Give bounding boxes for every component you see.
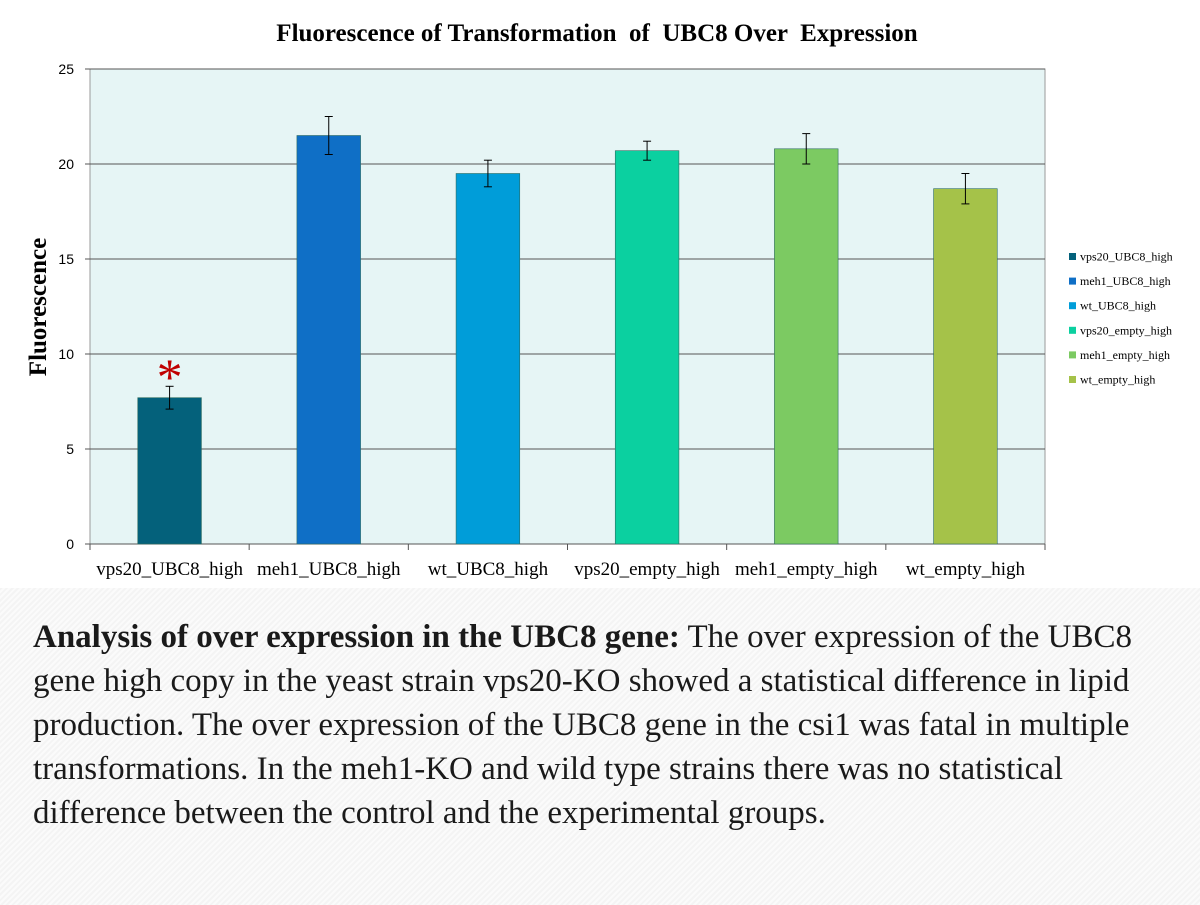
chart-title: Fluorescence of Transformation of UBC8 O…	[276, 20, 917, 47]
bar	[933, 188, 998, 545]
legend-label: wt_empty_high	[1080, 373, 1155, 387]
plot-area	[89, 68, 1046, 545]
x-tick-label: meh1_empty_high	[735, 559, 878, 580]
y-tick-label: 5	[66, 441, 74, 457]
bar	[137, 397, 202, 545]
legend-swatch	[1069, 302, 1076, 310]
y-tick-label: 20	[58, 156, 74, 172]
legend-swatch	[1069, 277, 1076, 285]
caption-text: The over expression of the UBC8 gene hig…	[33, 619, 1133, 831]
y-tick-label: 15	[58, 251, 74, 267]
legend-label: meh1_UBC8_high	[1080, 274, 1171, 288]
legend-swatch	[1069, 351, 1076, 359]
legend-label: wt_UBC8_high	[1080, 299, 1156, 313]
bar-chart: Fluorescence of Transformation of UBC8 O…	[25, 20, 1173, 580]
legend-label: vps20_UBC8_high	[1080, 250, 1173, 264]
x-tick-label: vps20_UBC8_high	[96, 559, 243, 580]
y-tick-label: 10	[58, 346, 74, 362]
x-tick-label: wt_UBC8_high	[428, 559, 549, 580]
bar	[774, 148, 839, 545]
y-tick-label: 25	[58, 61, 74, 77]
legend-swatch	[1069, 253, 1076, 260]
x-tick-label: meh1_UBC8_high	[257, 559, 401, 580]
y-axis-label: Fluorescence	[25, 238, 52, 376]
legend-swatch	[1069, 376, 1076, 383]
bar	[614, 150, 680, 545]
x-tick-label: vps20_empty_high	[574, 559, 720, 580]
bar	[296, 135, 361, 545]
legend-swatch	[1069, 326, 1076, 334]
legend-label: meh1_empty_high	[1080, 348, 1170, 362]
significance-asterisk: *	[157, 349, 183, 406]
slide-background-texture	[0, 588, 1200, 905]
caption-heading: Analysis of over expression in the UBC8 …	[33, 619, 680, 655]
y-tick-label: 0	[66, 536, 74, 552]
bar	[455, 173, 521, 545]
x-tick-label: wt_empty_high	[906, 559, 1026, 580]
legend-label: vps20_empty_high	[1080, 323, 1172, 337]
analysis-caption: Analysis of over expression in the UBC8 …	[33, 615, 1173, 835]
